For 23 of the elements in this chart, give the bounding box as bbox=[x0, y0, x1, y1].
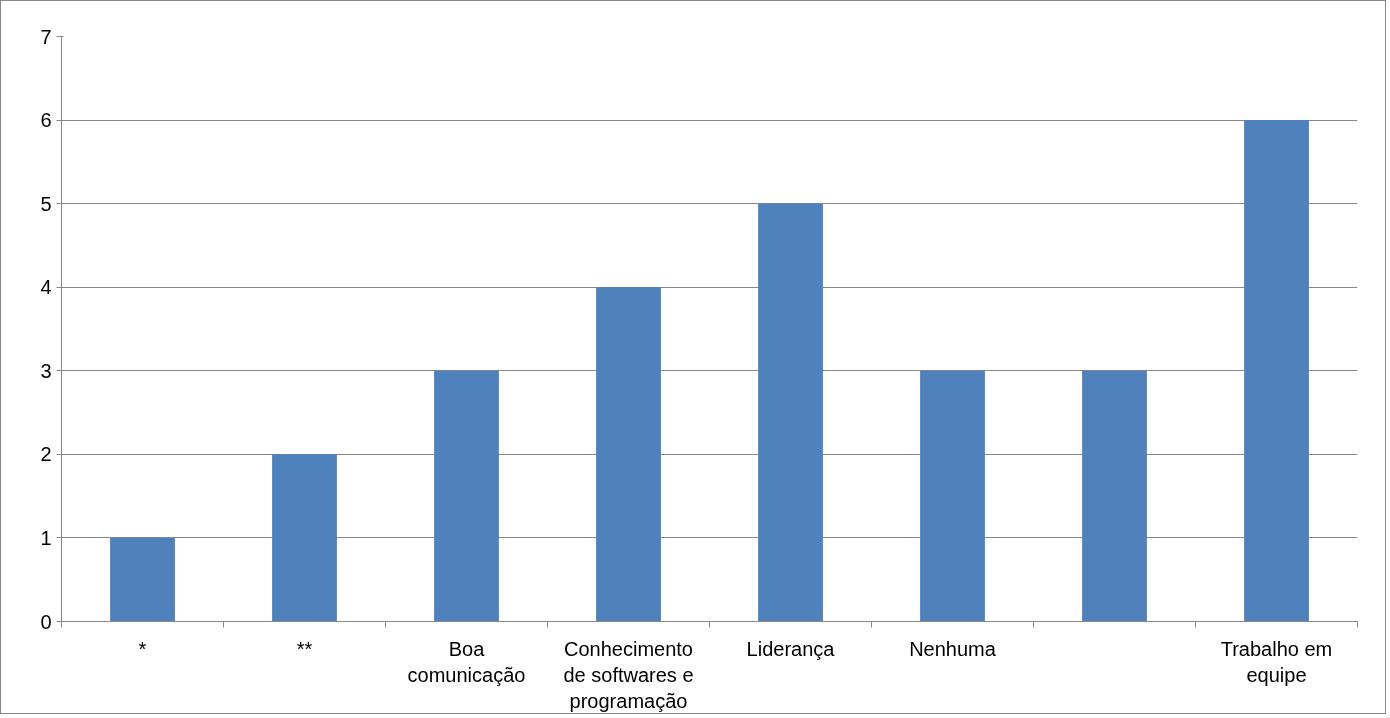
y-tick-label: 7 bbox=[40, 25, 52, 48]
bar bbox=[920, 370, 985, 622]
x-tick-label: Conhecimento de softwares e programação bbox=[563, 637, 694, 713]
x-tick-label: Boa comunicação bbox=[407, 637, 526, 686]
y-tick-label: 1 bbox=[40, 526, 52, 549]
bar bbox=[434, 370, 499, 622]
bar bbox=[596, 287, 661, 622]
x-tick-label: * bbox=[138, 637, 147, 660]
bar bbox=[758, 203, 823, 622]
x-tick-label: Trabalho em equipe bbox=[1220, 637, 1333, 686]
y-tick-label: 0 bbox=[40, 610, 52, 633]
y-tick-label: 4 bbox=[40, 276, 52, 299]
y-tick-label: 5 bbox=[40, 192, 52, 215]
bar bbox=[1082, 370, 1147, 622]
x-tick-label: ** bbox=[296, 637, 313, 660]
y-tick-label: 6 bbox=[40, 109, 52, 132]
x-tick-label: Liderança bbox=[746, 637, 836, 660]
bar bbox=[110, 537, 175, 622]
bar bbox=[272, 454, 337, 622]
bar bbox=[1244, 120, 1309, 622]
x-tick-label: Nenhuma bbox=[909, 637, 997, 660]
y-tick-label: 3 bbox=[40, 359, 52, 382]
y-tick-label: 2 bbox=[40, 443, 52, 466]
